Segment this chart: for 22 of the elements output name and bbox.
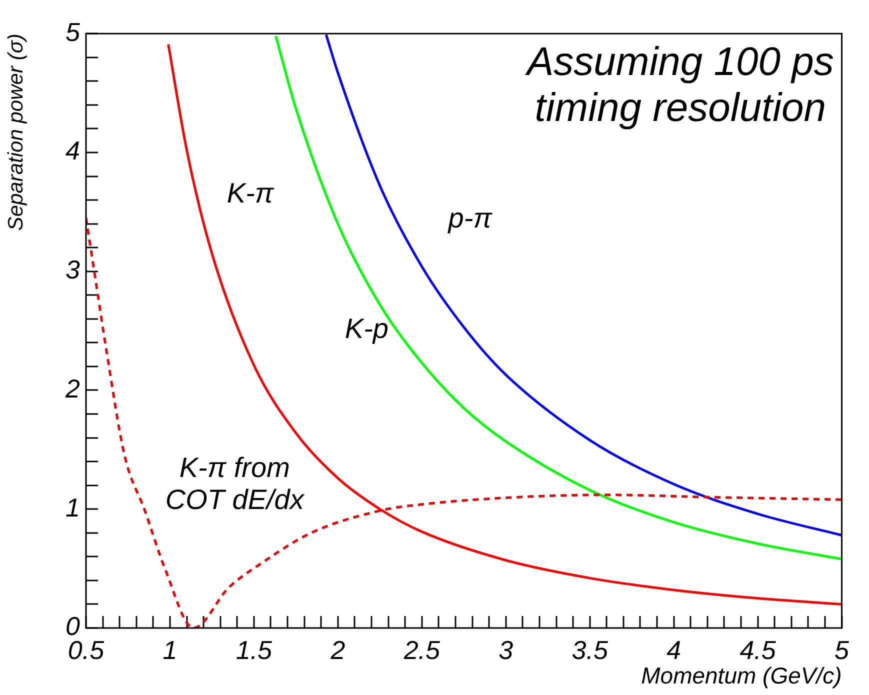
- y-tick-label: 5: [66, 16, 81, 47]
- annotation: p-π: [447, 202, 494, 234]
- y-tick-label: 1: [66, 492, 80, 522]
- x-tick-label: 2.5: [402, 634, 441, 665]
- x-tick-label: 4: [666, 634, 682, 665]
- y-axis-title: Separation power (σ): [4, 34, 28, 231]
- x-axis-title: Momentum (GeV/c): [641, 662, 842, 689]
- y-tick-label: 4: [66, 136, 80, 166]
- x-tick-label: 5: [834, 634, 850, 665]
- line-series: [167, 43, 842, 606]
- y-tick-label: 3: [66, 254, 81, 285]
- annotation: Assuming 100 ps timing resolution: [525, 40, 834, 130]
- x-tick-label: 4.5: [740, 634, 776, 665]
- annotation: K-p: [344, 312, 389, 344]
- y-tick-label: 2: [64, 373, 81, 404]
- x-tick-label: 1.5: [236, 634, 273, 665]
- x-tick-label: 1: [162, 634, 178, 665]
- annotation: K-π: [226, 177, 275, 208]
- annotation: K-π from COT dE/dx: [165, 452, 305, 516]
- x-tick-label: 3: [498, 634, 514, 665]
- x-tick-label: 3.5: [572, 634, 608, 665]
- x-tick-label: 2: [330, 634, 346, 665]
